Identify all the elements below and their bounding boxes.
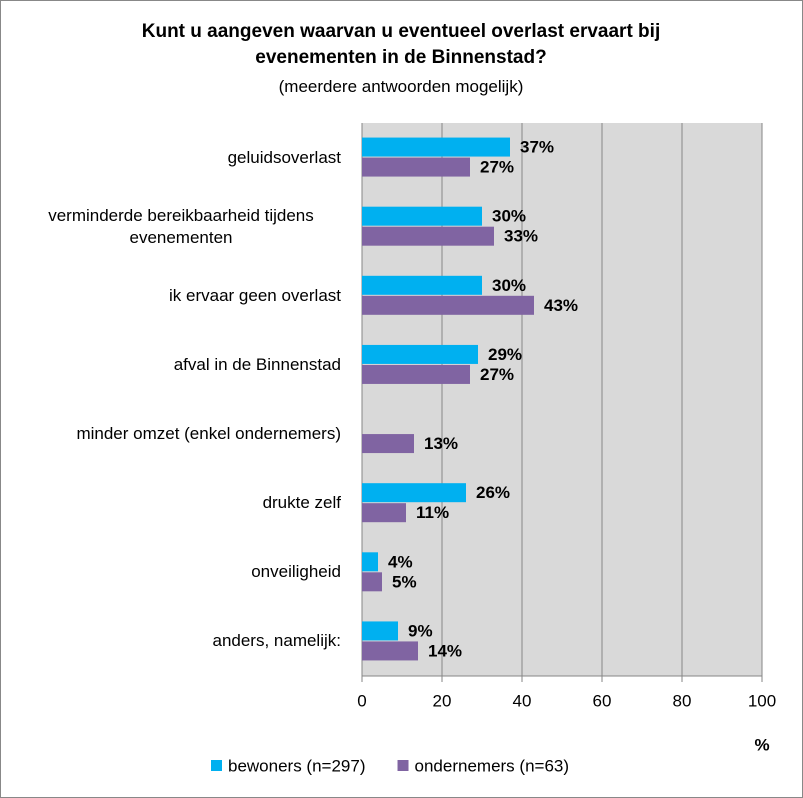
bar bbox=[362, 364, 470, 384]
bar bbox=[362, 226, 494, 246]
y-tick-label: anders, namelijk: bbox=[212, 631, 341, 651]
legend-swatch bbox=[211, 760, 222, 771]
x-tick-label: 40 bbox=[513, 691, 532, 710]
value-label: 11% bbox=[416, 503, 449, 522]
y-tick-label: verminderde bereikbaarheid tijdens evene… bbox=[48, 205, 314, 247]
x-axis-label: % bbox=[754, 735, 769, 754]
bar bbox=[362, 295, 534, 315]
value-label: 33% bbox=[504, 227, 538, 246]
bar bbox=[362, 621, 398, 641]
x-tick-label: 80 bbox=[673, 691, 692, 710]
y-tick-label: minder omzet (enkel ondernemers) bbox=[76, 424, 341, 444]
value-label: 30% bbox=[492, 207, 526, 226]
y-tick-label-box: anders, namelijk: bbox=[212, 630, 341, 652]
y-tick-label: ik ervaar geen overlast bbox=[169, 285, 341, 305]
bar bbox=[362, 503, 406, 523]
y-tick-label-box: drukte zelf bbox=[263, 492, 341, 514]
bar bbox=[362, 275, 482, 295]
value-label: 4% bbox=[388, 552, 413, 571]
value-label: 43% bbox=[544, 296, 578, 315]
bar bbox=[362, 483, 466, 503]
value-label: 27% bbox=[480, 365, 514, 384]
value-label: 29% bbox=[488, 345, 522, 364]
y-tick-label-box: verminderde bereikbaarheid tijdens evene… bbox=[21, 205, 341, 249]
x-tick-label: 0 bbox=[357, 691, 366, 710]
x-tick-label: 100 bbox=[748, 691, 776, 710]
value-label: 9% bbox=[408, 621, 433, 640]
legend-label: ondernemers (n=63) bbox=[415, 756, 570, 775]
bar bbox=[362, 206, 482, 226]
y-tick-label-box: ik ervaar geen overlast bbox=[169, 285, 341, 307]
value-label: 26% bbox=[476, 483, 510, 502]
value-label: 5% bbox=[392, 572, 417, 591]
y-tick-label-box: onveiligheid bbox=[251, 561, 341, 583]
y-tick-label-box: minder omzet (enkel ondernemers) bbox=[76, 423, 341, 445]
value-label: 13% bbox=[424, 434, 458, 453]
legend-label: bewoners (n=297) bbox=[228, 756, 366, 775]
bar bbox=[362, 344, 478, 364]
chart-title: Kunt u aangeven waarvan u eventueel over… bbox=[141, 21, 661, 68]
bar bbox=[362, 641, 418, 661]
y-tick-label: drukte zelf bbox=[262, 493, 341, 513]
y-tick-label: afval in de Binnenstad bbox=[173, 354, 341, 374]
y-tick-label-box: geluidsoverlast bbox=[228, 147, 341, 169]
x-tick-label: 20 bbox=[433, 691, 452, 710]
y-tick-label-box: afval in de Binnenstad bbox=[174, 354, 341, 376]
chart-subtitle: (meerdere antwoorden mogelijk) bbox=[278, 77, 524, 96]
bar bbox=[362, 434, 414, 454]
value-label: 14% bbox=[428, 641, 462, 660]
x-tick-label: 60 bbox=[593, 691, 612, 710]
bar bbox=[362, 572, 382, 592]
y-tick-label: onveiligheid bbox=[251, 562, 341, 582]
value-label: 30% bbox=[492, 276, 526, 295]
legend-swatch bbox=[397, 760, 409, 771]
bar bbox=[362, 157, 470, 177]
y-tick-label: geluidsoverlast bbox=[227, 147, 341, 167]
bar bbox=[362, 552, 378, 572]
value-label: 37% bbox=[520, 138, 554, 157]
bar bbox=[362, 137, 510, 157]
value-label: 27% bbox=[480, 158, 514, 177]
plot-area bbox=[362, 123, 762, 676]
